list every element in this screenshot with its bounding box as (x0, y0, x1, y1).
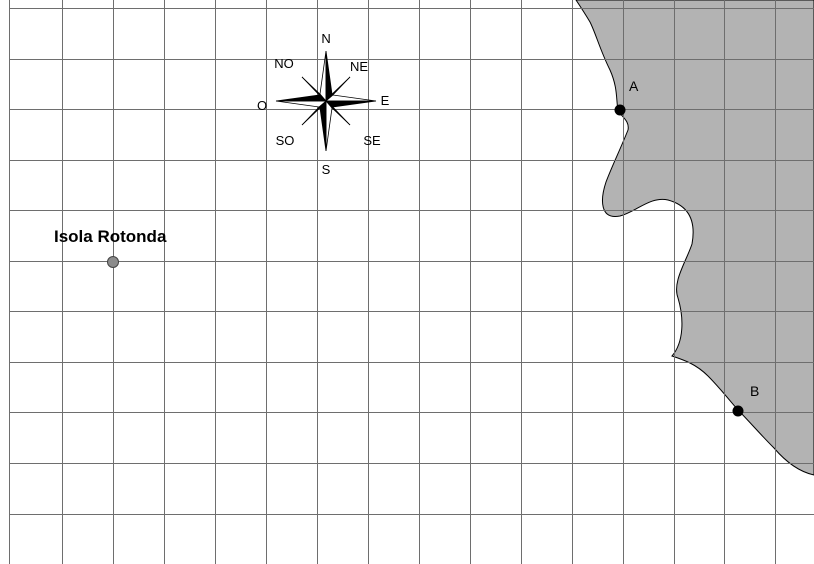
island-label: Isola Rotonda (54, 227, 167, 246)
compass-star-icon (275, 50, 377, 152)
compass-label-west: O (257, 98, 267, 113)
compass-label-north-east: NE (350, 59, 368, 74)
point-b-label: B (750, 383, 759, 399)
land-mass (575, 0, 814, 476)
point-a-label: A (629, 78, 639, 94)
compass-label-south-west: SO (276, 133, 295, 148)
compass-label-south: S (322, 162, 331, 177)
compass-label-north-west: NO (274, 56, 294, 71)
compass-rose: N NE E SE S SO O NO (257, 31, 390, 177)
compass-label-east: E (381, 93, 390, 108)
point-a-marker (614, 104, 626, 116)
compass-label-north: N (321, 31, 330, 46)
point-b-marker (732, 405, 744, 417)
grid (9, 0, 814, 564)
island-marker (107, 256, 119, 268)
compass-label-south-east: SE (363, 133, 381, 148)
